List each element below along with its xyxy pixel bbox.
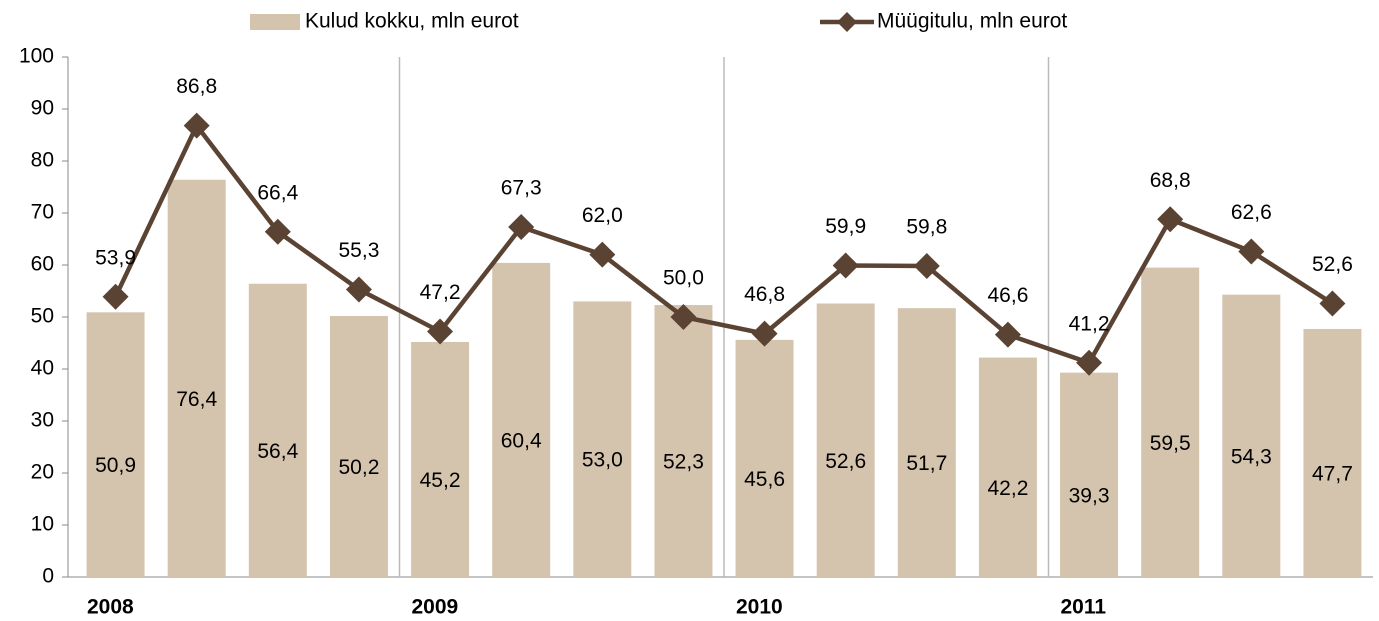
line-marker xyxy=(102,283,129,310)
y-tick-label: 0 xyxy=(42,565,54,588)
line-value-label: 46,8 xyxy=(744,283,785,306)
line-value-label: 50,0 xyxy=(663,267,704,290)
legend-label: Kulud kokku, mln eurot xyxy=(305,10,519,33)
bar-value-label: 76,4 xyxy=(176,388,217,411)
bar xyxy=(1303,328,1362,577)
bar xyxy=(1060,372,1119,577)
line-value-label: 41,2 xyxy=(1069,312,1110,335)
bar-value-label: 39,3 xyxy=(1069,484,1110,507)
x-tick-label: 2008 xyxy=(87,596,134,619)
y-tick-label: 100 xyxy=(19,45,54,68)
line-value-label: 67,3 xyxy=(501,177,542,200)
bar xyxy=(167,179,226,577)
bar xyxy=(816,303,875,577)
line-marker xyxy=(751,320,778,347)
x-tick-label: 2010 xyxy=(736,596,783,619)
y-tick-label: 30 xyxy=(31,409,54,432)
line-value-label: 59,8 xyxy=(906,216,947,239)
legend-label: Müügitulu, mln eurot xyxy=(877,10,1067,33)
bar-value-label: 53,0 xyxy=(582,449,623,472)
line-value-label: 62,0 xyxy=(582,204,623,227)
bar xyxy=(1222,294,1281,577)
x-tick-label: 2009 xyxy=(412,596,459,619)
x-tick-label: 2011 xyxy=(1061,596,1107,619)
line-value-label: 68,8 xyxy=(1150,169,1191,192)
line-value-label: 55,3 xyxy=(339,239,380,262)
bar-value-label: 54,3 xyxy=(1231,445,1272,468)
line-marker xyxy=(832,252,859,279)
y-tick-label: 80 xyxy=(31,149,54,172)
bar-value-label: 56,4 xyxy=(257,440,298,463)
bar-value-label: 47,7 xyxy=(1312,463,1353,486)
line-value-label: 47,2 xyxy=(420,281,461,304)
line-marker xyxy=(345,276,372,303)
y-tick-label: 90 xyxy=(31,97,54,120)
line-value-label: 53,9 xyxy=(95,246,136,269)
line-marker xyxy=(913,253,940,280)
bar xyxy=(735,339,794,577)
line xyxy=(113,121,1334,366)
line-value-label: 46,6 xyxy=(988,284,1029,307)
bar xyxy=(248,283,307,577)
y-tick-label: 40 xyxy=(31,357,54,380)
legend-marker xyxy=(837,12,857,32)
line-value-label: 66,4 xyxy=(257,181,298,204)
line-value-label: 59,9 xyxy=(825,215,866,238)
bar-value-label: 50,9 xyxy=(95,454,136,477)
line-marker xyxy=(1238,238,1265,265)
line-marker xyxy=(264,218,291,245)
y-tick-label: 60 xyxy=(31,253,54,276)
bar xyxy=(978,357,1037,577)
bar-value-label: 45,6 xyxy=(744,468,785,491)
bar xyxy=(329,315,388,577)
line-marker xyxy=(1157,206,1184,233)
line-marker xyxy=(670,304,697,330)
line-value-label: 86,8 xyxy=(176,75,217,98)
line-value-label: 52,6 xyxy=(1312,253,1353,276)
line-marker xyxy=(508,214,535,241)
bar xyxy=(897,308,956,577)
bar-value-label: 42,2 xyxy=(988,477,1029,500)
bar xyxy=(492,262,551,577)
y-tick-label: 70 xyxy=(31,201,54,224)
bar-value-label: 60,4 xyxy=(501,430,542,453)
legend-swatch xyxy=(250,14,300,30)
bar-value-label: 52,3 xyxy=(663,451,704,474)
bar-value-label: 52,6 xyxy=(825,450,866,473)
bar-value-label: 59,5 xyxy=(1150,432,1191,455)
bar-value-label: 45,2 xyxy=(420,469,461,492)
line-value-label: 62,6 xyxy=(1231,201,1272,224)
bar xyxy=(1141,267,1200,577)
bar xyxy=(654,305,713,577)
bar xyxy=(411,341,470,577)
line-marker xyxy=(1076,349,1103,376)
bar-value-label: 51,7 xyxy=(906,452,947,475)
line-marker xyxy=(589,241,616,268)
bar-value-label: 50,2 xyxy=(339,456,380,479)
line-marker xyxy=(1319,290,1346,317)
y-tick-label: 50 xyxy=(31,305,54,328)
line-marker xyxy=(427,318,454,345)
line-marker xyxy=(994,321,1021,348)
y-tick-label: 20 xyxy=(31,461,54,484)
line-marker xyxy=(183,112,210,139)
bar xyxy=(86,312,145,577)
y-tick-label: 10 xyxy=(31,513,54,536)
bar xyxy=(573,301,632,577)
